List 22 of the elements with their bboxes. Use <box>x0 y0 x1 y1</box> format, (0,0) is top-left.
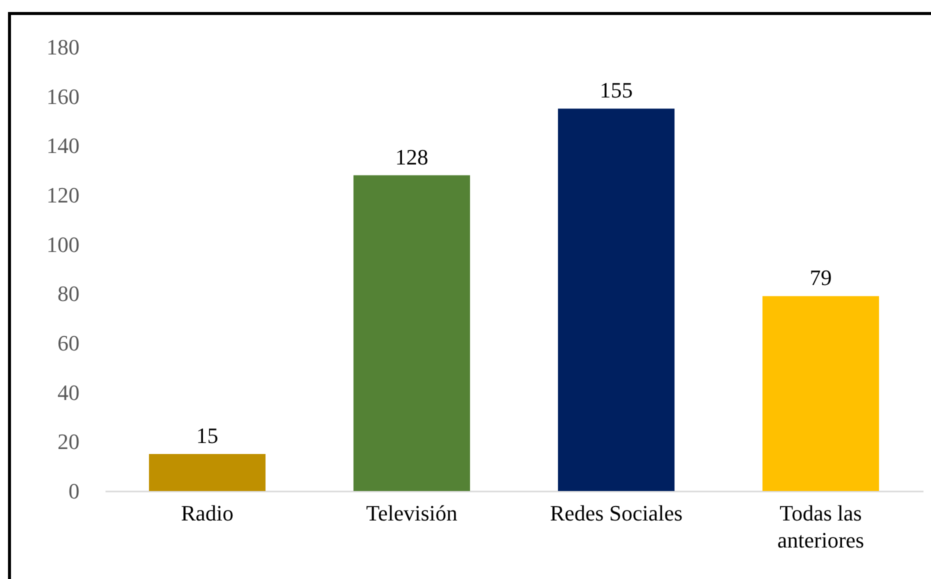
y-tick-label: 40 <box>58 380 80 405</box>
bar <box>762 296 880 491</box>
bar <box>558 108 675 491</box>
x-tick-label: Redes Sociales <box>550 500 683 526</box>
y-tick-label: 160 <box>46 84 80 109</box>
x-tick-label: Televisión <box>366 500 458 526</box>
y-tick-label: 100 <box>46 232 80 257</box>
y-tick-label: 140 <box>46 133 80 158</box>
x-tick-label: Todas las anteriores <box>777 500 864 552</box>
x-tick-label: Radio <box>180 500 234 526</box>
data-label: 79 <box>810 265 832 290</box>
data-label: 128 <box>395 144 428 170</box>
data-label: 155 <box>600 78 633 103</box>
y-tick-label: 80 <box>58 281 80 306</box>
y-tick-label: 20 <box>58 429 80 454</box>
y-tick-label: 0 <box>68 478 80 504</box>
data-label: 15 <box>196 423 218 448</box>
bar <box>148 454 266 491</box>
y-tick-label: 120 <box>46 182 80 208</box>
y-tick-label: 60 <box>58 330 80 356</box>
bar <box>353 175 470 491</box>
y-tick-label: 180 <box>46 34 80 60</box>
